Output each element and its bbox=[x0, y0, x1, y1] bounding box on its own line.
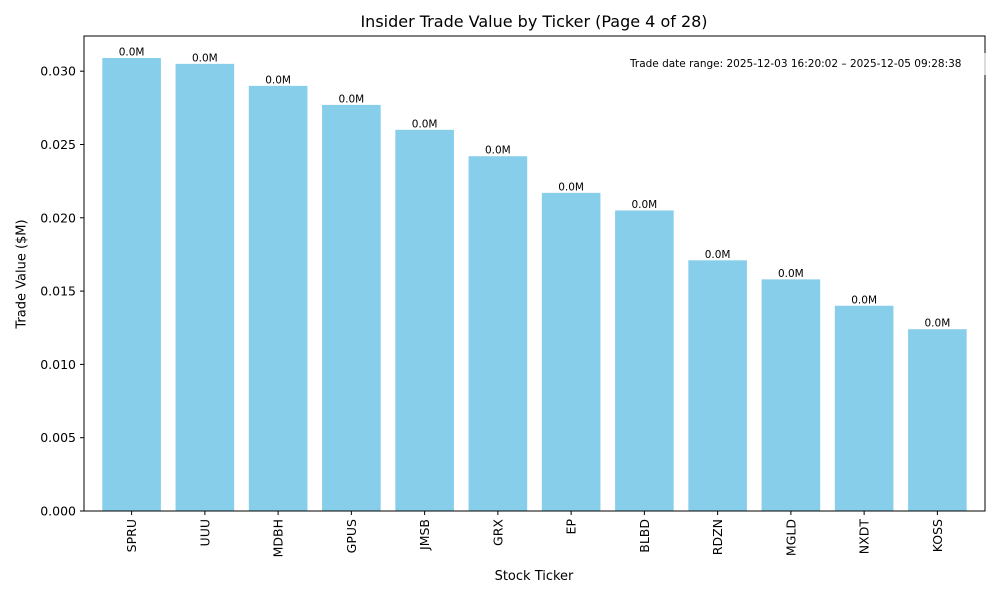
data-label: 0.0M bbox=[705, 249, 731, 261]
annotation-edge bbox=[984, 53, 986, 75]
x-tick-label: NXDT bbox=[857, 519, 872, 555]
date-range-annotation: Trade date range: 2025-12-03 16:20:02 – … bbox=[630, 58, 962, 70]
x-tick-label: GPUS bbox=[344, 519, 359, 553]
bar bbox=[908, 329, 967, 511]
chart-title: Insider Trade Value by Ticker (Page 4 of… bbox=[360, 12, 708, 31]
x-tick-label: EP bbox=[564, 519, 579, 535]
bar bbox=[322, 104, 381, 511]
x-axis-label: Stock Ticker bbox=[494, 569, 574, 584]
data-label: 0.0M bbox=[265, 74, 291, 86]
y-tick-label: 0.020 bbox=[40, 210, 76, 225]
data-label: 0.0M bbox=[851, 294, 877, 306]
y-axis-label: Trade Value ($M) bbox=[14, 219, 30, 329]
bar bbox=[834, 305, 894, 511]
data-label: 0.0M bbox=[778, 268, 804, 280]
x-tick-label: UUU bbox=[197, 519, 212, 546]
data-label: 0.0M bbox=[338, 93, 364, 105]
x-tick-label: JMSB bbox=[417, 519, 432, 551]
plot-frame bbox=[83, 35, 986, 512]
y-tick-label: 0.015 bbox=[40, 284, 76, 299]
y-tick-label: 0.005 bbox=[40, 430, 76, 445]
x-tick-label: MDBH bbox=[271, 519, 286, 557]
x-tick-label: RDZN bbox=[710, 519, 725, 555]
data-label: 0.0M bbox=[631, 199, 657, 211]
x-tick-label: SPRU bbox=[124, 519, 139, 552]
x-tick-label: GRX bbox=[490, 519, 505, 546]
data-label: 0.0M bbox=[412, 118, 438, 130]
bar bbox=[615, 210, 674, 511]
data-label: 0.0M bbox=[485, 145, 511, 157]
data-label: 0.0M bbox=[119, 46, 145, 58]
data-label: 0.0M bbox=[192, 52, 218, 64]
y-tick-label: 0.025 bbox=[40, 137, 76, 152]
bar bbox=[761, 279, 821, 511]
bar bbox=[102, 57, 161, 511]
x-tick-label: KOSS bbox=[930, 519, 945, 552]
bar bbox=[468, 156, 528, 511]
data-label: 0.0M bbox=[925, 318, 951, 330]
bar bbox=[541, 192, 601, 511]
bar bbox=[688, 260, 747, 511]
bar bbox=[175, 63, 235, 511]
data-label: 0.0M bbox=[558, 181, 584, 193]
y-tick-label: 0.000 bbox=[40, 504, 76, 519]
bar bbox=[395, 129, 454, 512]
y-tick-label: 0.010 bbox=[40, 357, 76, 372]
x-tick-label: BLBD bbox=[637, 519, 652, 553]
bar bbox=[248, 85, 308, 512]
x-tick-label: MGLD bbox=[783, 519, 798, 556]
y-tick-label: 0.030 bbox=[40, 64, 76, 79]
